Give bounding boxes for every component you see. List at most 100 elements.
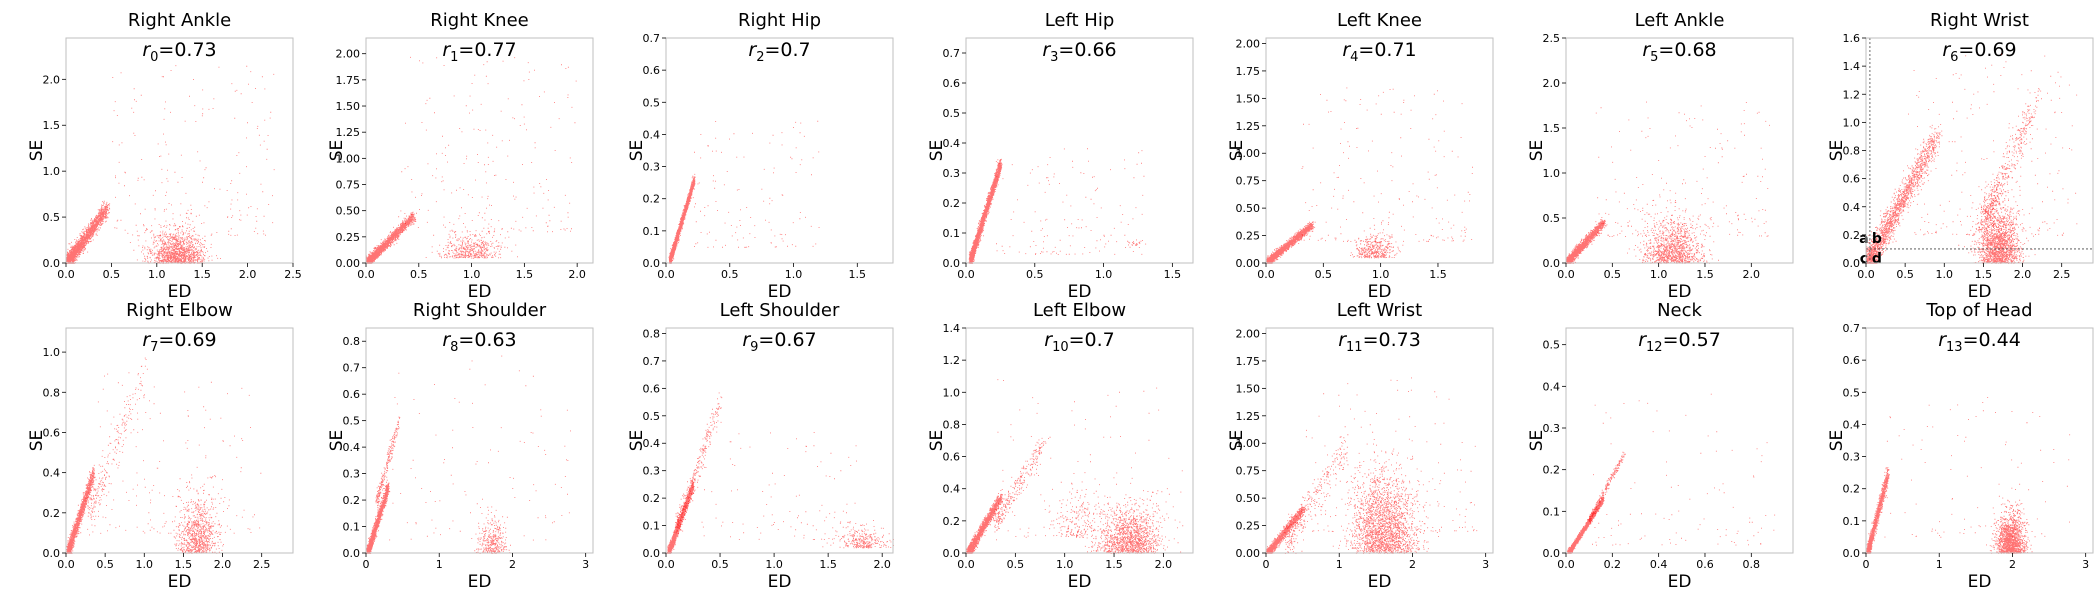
y-tick-label: 0.50 (336, 205, 361, 218)
scatter-points-path (1958, 165, 2046, 264)
y-tick-label: 0.2 (43, 507, 61, 520)
y-tick-label: 0.50 (1236, 492, 1261, 505)
y-tick-label: 0.7 (1843, 322, 1861, 335)
point-cluster-1 (692, 120, 820, 248)
point-cluster-1 (375, 416, 401, 513)
y-tick-label: 1.0 (43, 165, 61, 178)
x-tick-label: 2.0 (873, 558, 891, 571)
x-axis-label: ED (768, 282, 792, 302)
y-tick-label: 0.7 (643, 355, 661, 368)
scatter-points (66, 357, 262, 554)
x-axis-label: ED (1668, 282, 1692, 302)
subplot-4: Left Knee r4=0.71 0.0 0.5 1.0 1.5 0.00 0.25 0.50… (1227, 10, 1494, 302)
y-tick-label: 2.0 (1543, 77, 1561, 90)
x-axis-label: ED (1368, 282, 1392, 302)
point-cluster-3 (1043, 478, 1111, 538)
x-tick-label: 2.5 (2053, 268, 2071, 281)
scatter-points-path (1043, 478, 1111, 538)
scatter-points (666, 392, 894, 554)
x-tick-label: 1.0 (1372, 268, 1390, 281)
point-cluster-2 (1325, 413, 1439, 554)
point-cluster-1 (129, 213, 221, 264)
correlation-label: r8=0.63 (442, 329, 516, 355)
x-axis-label: ED (468, 572, 492, 592)
point-cluster-3 (389, 355, 571, 541)
plot-frame (1565, 37, 1794, 264)
point-cluster-3 (701, 432, 861, 541)
x-tick-label: 1.5 (819, 558, 837, 571)
point-cluster-0 (66, 464, 96, 554)
y-tick-label: 0.5 (43, 211, 61, 224)
y-axis-label: SE (27, 140, 47, 162)
y-tick-label: 0.0 (643, 547, 661, 560)
correlation-label: r9=0.67 (742, 329, 816, 355)
x-tick-label: 0.0 (657, 268, 675, 281)
scatter-points-path (129, 213, 221, 264)
x-tick-label: 1.0 (1056, 558, 1074, 571)
x-tick-label: 0.4 (1650, 558, 1668, 571)
correlation-label: r1=0.77 (442, 39, 516, 65)
y-tick-label: 0.25 (1236, 520, 1261, 533)
y-tick-label: 0.0 (943, 257, 961, 270)
point-cluster-2 (474, 506, 511, 554)
subplot-11: Left Wrist r11=0.73 0 1 2 3 0.00 0.25 0.50 0.75 1.… (1227, 300, 1494, 592)
scatter-points-path (1591, 393, 1776, 546)
x-tick-label: 2.0 (2014, 268, 2032, 281)
point-cluster-2 (1591, 393, 1776, 546)
point-cluster-3 (97, 372, 262, 534)
y-axis-label: SE (27, 430, 47, 452)
scatter-points-path (993, 437, 1049, 541)
x-tick-label: 0.5 (711, 558, 729, 571)
scatter-points (1266, 87, 1473, 264)
y-tick-label: 1.25 (1236, 410, 1261, 423)
point-cluster-3 (1906, 53, 2078, 236)
quadrant-label: d (1872, 251, 1882, 267)
subplot-title: Left Elbow (1033, 300, 1126, 321)
y-tick-label: 0.2 (643, 492, 661, 505)
scatter-points-path (1587, 451, 1626, 525)
x-tick-label: 1.0 (1936, 268, 1954, 281)
y-tick-label: 0.5 (1543, 339, 1561, 352)
y-tick-label: 0.6 (343, 388, 361, 401)
x-tick-label: 1.5 (1164, 268, 1182, 281)
x-tick-label: 1.0 (785, 268, 803, 281)
point-cluster-2 (398, 56, 577, 233)
y-tick-label: 0.5 (643, 96, 661, 109)
x-tick-label: 2 (2009, 558, 2016, 571)
point-cluster-2 (1884, 397, 2071, 538)
y-tick-label: 0.1 (643, 520, 661, 533)
y-tick-label: 0.5 (1543, 212, 1561, 225)
plot-frame (1265, 37, 1494, 264)
scatter-points-path (84, 357, 148, 536)
correlation-label: r4=0.71 (1342, 39, 1416, 65)
subplot-title: Right Wrist (1930, 10, 2029, 31)
point-cluster-1 (1958, 165, 2046, 264)
plot-frame (65, 327, 294, 554)
scatter-points-path (822, 517, 894, 549)
y-tick-label: 1.0 (1843, 116, 1861, 129)
x-tick-label: 3 (582, 558, 589, 571)
quadrant-label: c (1860, 251, 1868, 267)
y-tick-label: 0.3 (1843, 451, 1861, 464)
plot-frame (365, 37, 594, 264)
scatter-points-path (968, 158, 1003, 264)
y-axis-label: SE (327, 430, 347, 452)
x-tick-label: 0.0 (57, 558, 75, 571)
point-cluster-1 (674, 392, 723, 538)
scatter-points (1266, 377, 1478, 554)
point-cluster-1 (1986, 489, 2033, 554)
correlation-label: r12=0.57 (1638, 329, 1721, 355)
scatter-points (1567, 393, 1776, 554)
plot-frame (1865, 327, 2094, 554)
y-tick-label: 0.6 (643, 64, 661, 77)
scatter-points-path (66, 200, 111, 264)
y-tick-label: 0.00 (336, 257, 361, 270)
scatter-points-path (1283, 426, 1349, 554)
y-tick-label: 0.5 (943, 107, 961, 120)
x-tick-label: 1.5 (1975, 268, 1993, 281)
y-tick-label: 2.00 (1236, 37, 1261, 50)
y-tick-label: 0.8 (643, 327, 661, 340)
y-tick-label: 0.1 (1843, 515, 1861, 528)
y-axis-label: SE (1527, 430, 1547, 452)
point-cluster-2 (822, 517, 894, 549)
